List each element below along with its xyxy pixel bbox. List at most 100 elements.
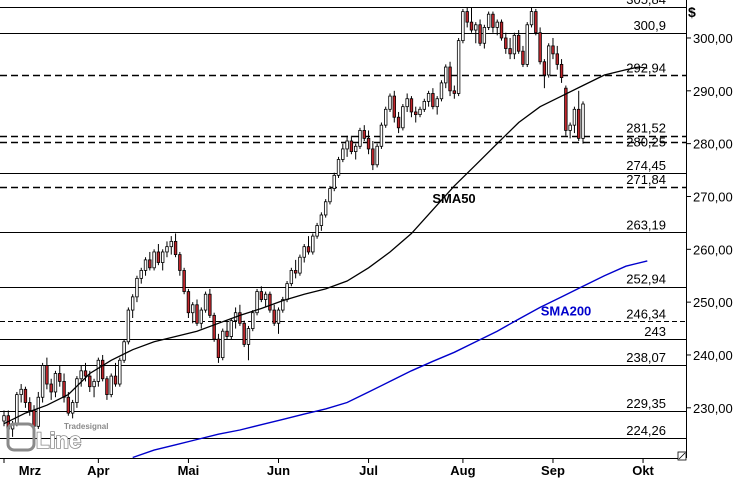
resize-corner-grip: [678, 452, 686, 460]
candle-down: [225, 330, 229, 337]
candle-down: [66, 396, 71, 414]
candle-up: [384, 108, 388, 126]
candle-down: [521, 50, 525, 65]
candle-up: [70, 402, 75, 414]
candle-down: [88, 375, 92, 388]
candle-down: [396, 116, 401, 129]
candle-up: [203, 293, 208, 311]
level-label: 263,19: [626, 217, 666, 232]
x-month-label: Sep: [541, 463, 565, 478]
candle-down: [362, 130, 366, 139]
x-month-label: Jun: [267, 463, 290, 478]
candle-down: [100, 359, 105, 380]
candle-down: [452, 90, 457, 94]
candle-down: [478, 24, 482, 44]
candle-up: [126, 309, 131, 343]
candle-up: [422, 100, 426, 110]
series-line-sma200: [132, 260, 648, 459]
candle-down: [259, 291, 264, 300]
level-label: 300,9: [633, 18, 666, 33]
resize-corner[interactable]: [677, 451, 687, 461]
candle-down: [409, 98, 414, 113]
candle-down: [559, 63, 564, 79]
candle-down: [216, 338, 221, 359]
level-label: 281,52: [626, 121, 666, 136]
candle-up: [2, 415, 6, 422]
candle-down: [469, 21, 474, 31]
candle-down: [577, 108, 581, 139]
candle-up: [375, 145, 379, 166]
moving-averages: [3, 66, 648, 459]
candle-up: [354, 145, 358, 152]
candle-up: [92, 380, 96, 388]
candle-up: [122, 341, 126, 361]
candle-up: [229, 320, 233, 337]
x-month-label: Mai: [178, 463, 200, 478]
currency-label: $: [688, 4, 696, 20]
level-label: 243: [644, 324, 666, 339]
candle-down: [105, 378, 109, 396]
candle-down: [156, 251, 161, 263]
candle-down: [62, 380, 66, 398]
candle-up: [161, 251, 165, 263]
candle-up: [135, 277, 139, 298]
candle-up: [165, 246, 169, 253]
candle-up: [255, 291, 259, 314]
candle-up: [96, 359, 101, 382]
candle-down: [448, 66, 452, 92]
x-month-label: Okt: [632, 463, 654, 478]
level-label: 305,84: [626, 0, 666, 7]
candle-up: [130, 296, 135, 311]
candle-up: [474, 24, 478, 31]
candle-up: [221, 330, 225, 359]
candle-down: [28, 402, 32, 411]
candle-up: [461, 11, 465, 42]
candle-down: [349, 140, 354, 152]
candle-down: [83, 370, 88, 377]
level-label: 246,34: [626, 306, 666, 321]
candle-up: [345, 140, 349, 150]
candle-down: [49, 383, 53, 393]
candle-down: [414, 111, 418, 115]
candle-down: [491, 13, 495, 28]
candle-up: [276, 309, 281, 324]
candle-up: [15, 394, 19, 425]
candle-down: [238, 312, 242, 324]
candle-down: [173, 240, 178, 255]
candle-up: [405, 98, 409, 108]
candle-up: [495, 21, 499, 28]
candle-up: [152, 251, 156, 269]
candle-down: [23, 388, 28, 403]
candle-down: [45, 365, 49, 385]
candle-down: [392, 95, 396, 118]
candle-up: [281, 299, 285, 311]
candle-up: [568, 124, 572, 131]
candle-down: [242, 322, 246, 345]
series-annotations: SMA50 SMA200: [432, 191, 591, 319]
candle-down: [32, 410, 36, 427]
candle-up: [36, 396, 40, 427]
candle-up: [418, 108, 422, 115]
candle-down: [516, 34, 521, 52]
candle-up: [285, 283, 289, 300]
candle-up: [246, 328, 251, 345]
candle-down: [113, 375, 118, 385]
candle-up: [332, 174, 336, 189]
candle-up: [289, 270, 294, 285]
series-line-sma50: [3, 66, 648, 425]
candle-up: [109, 375, 113, 396]
candle-down: [178, 254, 182, 271]
candle-down: [195, 304, 199, 324]
candle-up: [191, 304, 195, 314]
annotation-sma50: SMA50: [432, 191, 475, 206]
x-month-label: Apr: [87, 463, 109, 478]
y-tick-label: 230,00: [693, 401, 733, 416]
y-tick-label: 260,00: [693, 242, 733, 257]
candle-up: [426, 93, 431, 102]
candle-up: [482, 27, 487, 44]
candle-down: [538, 32, 542, 63]
candle-down: [504, 37, 508, 49]
candle-up: [328, 188, 332, 203]
